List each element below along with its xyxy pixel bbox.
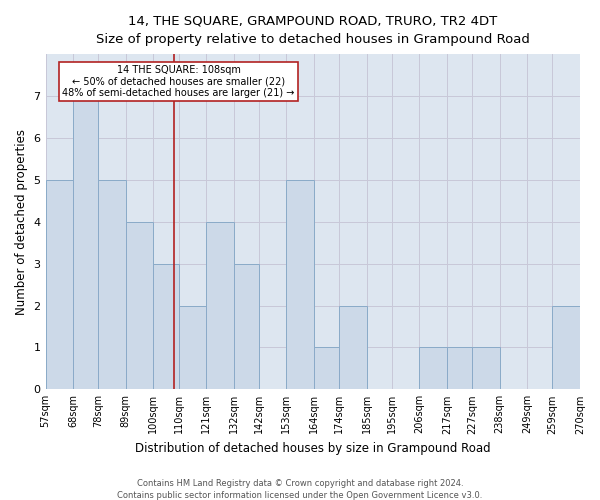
Text: 14 THE SQUARE: 108sqm
← 50% of detached houses are smaller (22)
48% of semi-deta: 14 THE SQUARE: 108sqm ← 50% of detached …: [62, 64, 295, 98]
X-axis label: Distribution of detached houses by size in Grampound Road: Distribution of detached houses by size …: [135, 442, 491, 455]
Bar: [314, 348, 339, 390]
Bar: [126, 222, 154, 390]
Bar: [472, 348, 500, 390]
Bar: [339, 306, 367, 390]
Bar: [419, 348, 447, 390]
Bar: [234, 264, 259, 390]
Bar: [154, 264, 179, 390]
Bar: [73, 96, 98, 390]
Y-axis label: Number of detached properties: Number of detached properties: [15, 128, 28, 314]
Bar: [447, 348, 472, 390]
Bar: [46, 180, 73, 390]
Text: Contains HM Land Registry data © Crown copyright and database right 2024.
Contai: Contains HM Land Registry data © Crown c…: [118, 478, 482, 500]
Bar: [286, 180, 314, 390]
Bar: [98, 180, 126, 390]
Title: 14, THE SQUARE, GRAMPOUND ROAD, TRURO, TR2 4DT
Size of property relative to deta: 14, THE SQUARE, GRAMPOUND ROAD, TRURO, T…: [96, 15, 530, 46]
Bar: [179, 306, 206, 390]
Bar: [553, 306, 580, 390]
Bar: [206, 222, 234, 390]
